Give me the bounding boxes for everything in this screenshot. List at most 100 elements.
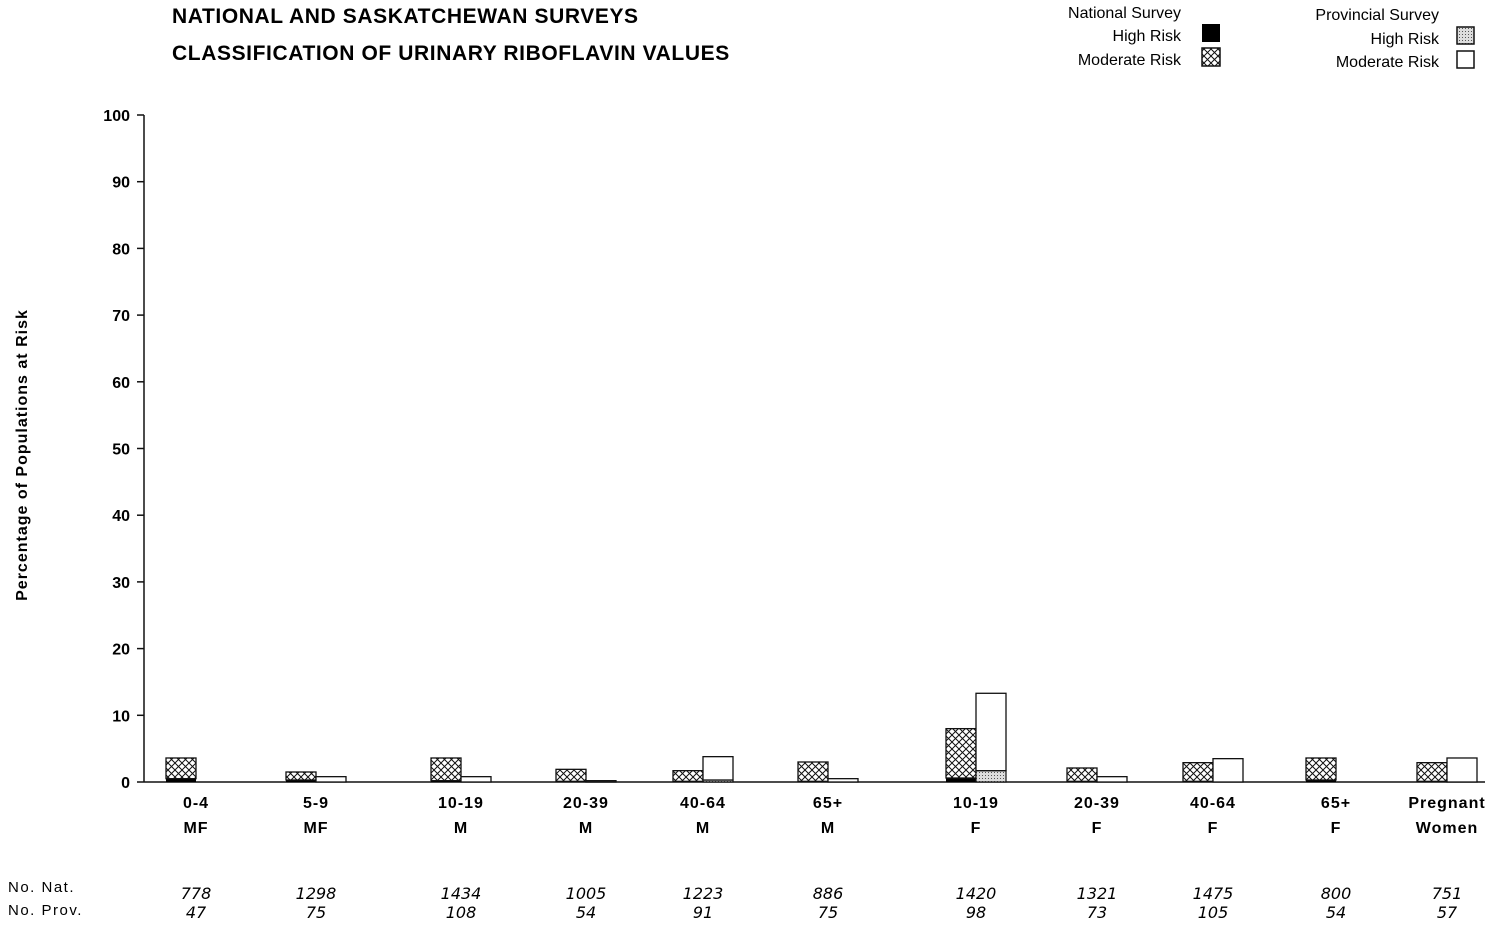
bar-provincial-moderate-risk [702, 756, 734, 781]
bar-provincial-moderate-risk [1096, 776, 1128, 783]
count-provincial: 91 [693, 903, 713, 922]
count-provincial: 75 [306, 903, 326, 922]
sample-counts: 7784712987514341081005541223918867514209… [181, 884, 1463, 922]
x-category-age-label: 10-19 [953, 795, 999, 812]
legend-provincial-high-swatch [1456, 26, 1475, 45]
y-tick-label: 100 [103, 108, 130, 125]
y-tick-label: 70 [112, 308, 130, 325]
count-national: 1321 [1077, 884, 1118, 903]
legend-provincial-moderate-label: Moderate Risk [1336, 54, 1440, 71]
x-category-age-label: 65+ [813, 795, 843, 812]
bars [165, 692, 1478, 783]
bar-provincial-moderate-risk [1212, 758, 1244, 783]
bar-national-high-risk [166, 778, 196, 782]
legend-provincial-high-label: High Risk [1371, 31, 1440, 48]
bar-national-moderate-risk [672, 770, 704, 782]
bar-national-moderate-risk [945, 727, 977, 779]
count-provincial: 47 [186, 903, 207, 922]
x-category-age-label: 0-4 [183, 795, 209, 812]
x-axis-category-labels: 0-4 MF 5-9 MF 10-19 M 20-39 M 40-64 M 65+ M 10-19 F 20… [183, 795, 1485, 837]
count-provincial: 108 [446, 903, 477, 922]
x-category-age-label: 20-39 [1074, 795, 1120, 812]
x-category-group-label: MF [303, 820, 328, 837]
count-national: 751 [1432, 884, 1463, 903]
x-category-age-label: 5-9 [303, 795, 329, 812]
x-category-group-label: F [1208, 820, 1219, 837]
x-category-age-label: 40-64 [1190, 795, 1236, 812]
x-category-group-label: F [1092, 820, 1103, 837]
count-provincial: 54 [1326, 903, 1346, 922]
y-tick-label: 80 [112, 241, 130, 258]
count-label-provincial: No. Prov. [8, 902, 83, 919]
count-national: 1298 [296, 884, 337, 903]
x-category-age-label: 40-64 [680, 795, 726, 812]
count-provincial: 57 [1437, 903, 1458, 922]
count-national: 1420 [956, 884, 997, 903]
count-national: 778 [181, 884, 212, 903]
bar-national-moderate-risk [797, 761, 829, 782]
bar-national-moderate-risk [285, 771, 317, 781]
count-national: 800 [1321, 884, 1352, 903]
chart-title-line-1: NATIONAL AND SASKATCHEWAN SURVEYS [172, 5, 639, 28]
x-category-group-label: M [696, 820, 710, 837]
legend-provincial-moderate-swatch [1456, 50, 1475, 69]
legend-provincial-heading: Provincial Survey [1315, 7, 1439, 24]
count-provincial: 54 [576, 903, 596, 922]
x-category-age-label: 10-19 [438, 795, 484, 812]
bar-provincial-moderate-risk [975, 692, 1007, 772]
x-category-group-label: M [579, 820, 593, 837]
count-provincial: 75 [818, 903, 838, 922]
bar-provincial-moderate-risk [585, 780, 617, 783]
y-axis-label: Percentage of Populations at Risk [14, 309, 31, 601]
legend-national-moderate-label: Moderate Risk [1078, 52, 1182, 69]
legend-national-high-swatch [1202, 24, 1220, 42]
count-national: 1434 [441, 884, 482, 903]
y-tick-label: 20 [112, 642, 130, 659]
legend-national: National Survey High Risk Moderate Risk [1068, 5, 1221, 69]
legend-national-heading: National Survey [1068, 5, 1181, 22]
bar-national-high-risk [1306, 779, 1336, 782]
chart-title-line-2: CLASSIFICATION OF URINARY RIBOFLAVIN VAL… [172, 42, 730, 65]
count-national: 1223 [683, 884, 724, 903]
bar-national-moderate-risk [1416, 762, 1448, 782]
bar-national-high-risk [286, 779, 316, 782]
x-category-group-label: F [971, 820, 982, 837]
legend-national-high-label: High Risk [1113, 28, 1182, 45]
legend-national-moderate-swatch [1201, 47, 1221, 67]
count-national: 1005 [566, 884, 607, 903]
bar-national-moderate-risk [165, 757, 197, 780]
count-provincial: 73 [1087, 903, 1107, 922]
bar-provincial-moderate-risk [1446, 757, 1478, 783]
x-category-age-label: 20-39 [563, 795, 609, 812]
x-category-group-label: MF [183, 820, 208, 837]
bar-national-moderate-risk [1182, 762, 1214, 782]
x-category-age-label: 65+ [1321, 795, 1351, 812]
count-provincial: 98 [966, 903, 986, 922]
y-axis-ticks: 0 10 20 30 40 50 60 70 80 90 100 [103, 108, 144, 792]
bar-national-moderate-risk [1066, 767, 1098, 782]
x-category-group-label: F [1331, 820, 1342, 837]
y-tick-label: 90 [112, 175, 130, 192]
y-tick-label: 50 [112, 442, 130, 459]
y-tick-label: 60 [112, 375, 130, 392]
x-category-age-label: Pregnant [1408, 795, 1485, 812]
y-tick-label: 10 [112, 708, 130, 725]
x-category-group-label: M [821, 820, 835, 837]
bar-provincial-moderate-risk [315, 776, 347, 783]
count-national: 886 [813, 884, 844, 903]
bar-national-moderate-risk [430, 757, 462, 782]
bar-provincial-moderate-risk [827, 778, 859, 783]
y-tick-label: 40 [112, 508, 130, 525]
y-tick-label: 30 [112, 575, 130, 592]
y-tick-label: 0 [121, 775, 130, 792]
x-category-group-label: Women [1416, 820, 1478, 837]
bar-national-high-risk [946, 777, 976, 782]
count-label-national: No. Nat. [8, 879, 75, 896]
bar-national-moderate-risk [555, 768, 587, 782]
count-national: 1475 [1193, 884, 1234, 903]
bar-national-high-risk [431, 780, 461, 782]
x-category-group-label: M [454, 820, 468, 837]
bar-national-moderate-risk [1305, 757, 1337, 781]
bar-provincial-high-risk [975, 770, 1007, 783]
